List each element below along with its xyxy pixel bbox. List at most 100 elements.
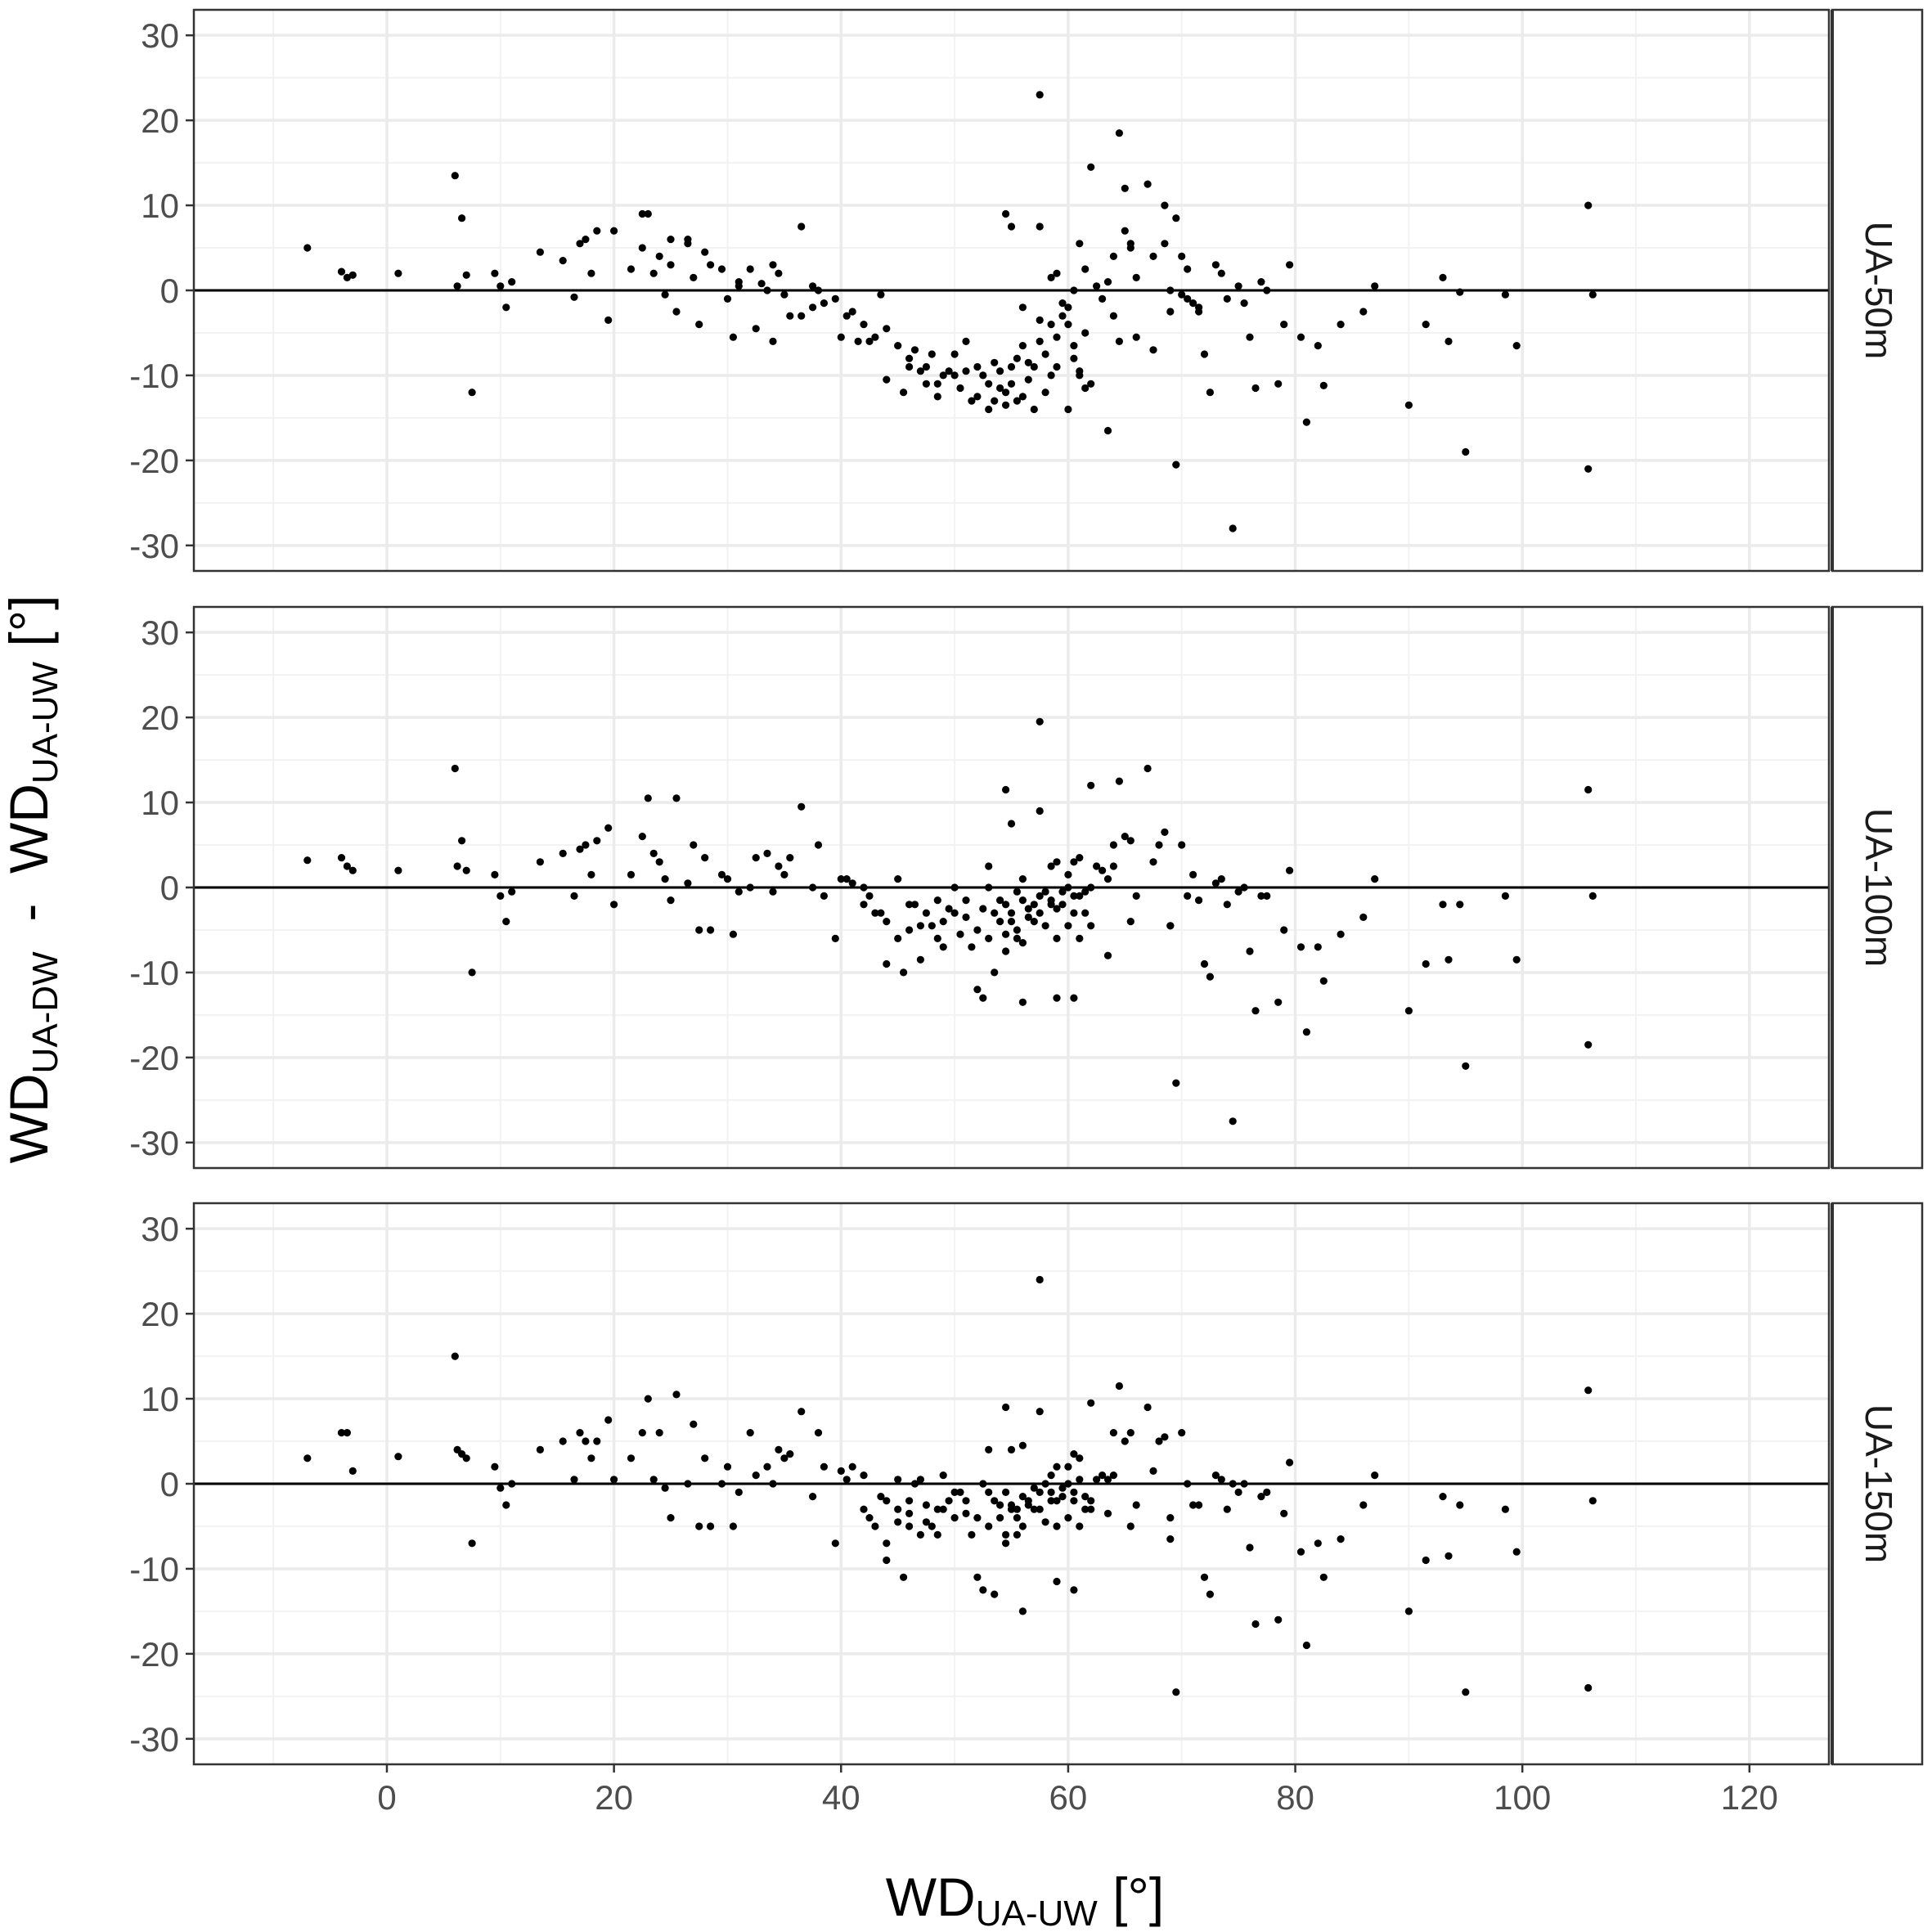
data-point (1081, 265, 1090, 273)
data-point (962, 1509, 970, 1517)
data-point (916, 1530, 924, 1539)
data-point (1013, 397, 1021, 405)
data-point (991, 1497, 999, 1505)
data-point (1302, 418, 1310, 426)
data-point (1109, 1471, 1117, 1480)
data-point (1501, 892, 1509, 900)
data-point (1161, 828, 1169, 837)
data-point (871, 333, 879, 341)
data-point (627, 265, 636, 273)
data-point (1166, 1514, 1175, 1522)
data-point (996, 1501, 1004, 1509)
data-point (1081, 909, 1090, 917)
data-point (1081, 329, 1090, 337)
data-point (1501, 1505, 1509, 1513)
y-tick-label: 20 (141, 699, 179, 737)
data-point (1280, 321, 1288, 329)
data-point (1200, 1573, 1209, 1581)
data-point (1109, 252, 1117, 260)
data-point (1217, 1476, 1225, 1484)
data-point (985, 883, 993, 892)
data-point (502, 1501, 510, 1509)
y-axis-title-sub1: UA-DW (25, 951, 65, 1074)
data-point (775, 862, 783, 870)
data-point (996, 896, 1004, 905)
data-point (1047, 896, 1055, 905)
data-point (809, 883, 817, 892)
data-point (1132, 333, 1140, 341)
data-point (1002, 785, 1010, 794)
data-point (1013, 1505, 1021, 1513)
data-point (1286, 261, 1294, 269)
data-point (536, 858, 545, 866)
data-point (1030, 918, 1038, 926)
data-point (916, 955, 924, 964)
data-point (769, 887, 777, 896)
data-point (1030, 901, 1038, 909)
data-point (1132, 273, 1140, 281)
data-point (900, 389, 908, 397)
data-point (865, 892, 874, 900)
data-point (933, 1530, 941, 1539)
data-point (985, 405, 993, 414)
y-tick-label: -20 (129, 1635, 179, 1674)
data-point (1512, 1548, 1521, 1556)
data-point (883, 325, 891, 333)
data-point (871, 1522, 879, 1530)
data-point (769, 1480, 777, 1488)
data-point (1184, 294, 1192, 303)
data-point (1053, 934, 1061, 942)
y-tick-label: 30 (141, 613, 179, 652)
data-point (1087, 922, 1095, 930)
data-point (1058, 1484, 1067, 1492)
data-point (707, 926, 715, 934)
data-point (1512, 955, 1521, 964)
data-point (655, 1429, 663, 1437)
data-point (1087, 1505, 1095, 1513)
data-point (502, 918, 510, 926)
strip-label: UA-50m (1858, 222, 1900, 360)
data-point (1149, 858, 1157, 866)
data-point (928, 350, 936, 358)
data-point (1093, 862, 1101, 870)
data-point (991, 968, 999, 977)
y-axis-title-sep: - (0, 874, 59, 951)
x-tick-label: 40 (822, 1778, 860, 1817)
data-point (962, 1497, 970, 1505)
strip-label: UA-150m (1858, 1404, 1900, 1563)
data-point (905, 926, 914, 934)
y-tick-label: -20 (129, 1039, 179, 1077)
data-point (1070, 1450, 1078, 1458)
data-point (1319, 977, 1328, 985)
data-point (1041, 1480, 1049, 1488)
data-point (939, 371, 947, 380)
data-point (1070, 892, 1078, 900)
panel-UA-150m: 30 20 10 0 -10 -20 -30 UA-150m (129, 1202, 1924, 1766)
data-point (752, 1471, 760, 1480)
data-point (1359, 308, 1368, 316)
data-point (1064, 405, 1072, 414)
data-point (1439, 273, 1447, 281)
data-point (723, 1462, 732, 1471)
data-point (1030, 405, 1038, 414)
data-point (468, 389, 476, 397)
data-point (905, 1497, 914, 1505)
data-point (576, 845, 584, 853)
data-point (1404, 1007, 1413, 1015)
data-point (394, 866, 402, 874)
x-axis-title-unit: [°] (1098, 1867, 1164, 1927)
data-point (1161, 240, 1169, 248)
data-point (757, 280, 766, 288)
data-point (900, 1573, 908, 1581)
data-point (1076, 1454, 1084, 1462)
data-point (582, 236, 590, 244)
data-point (1234, 1488, 1242, 1496)
data-point (865, 1514, 874, 1522)
data-point (916, 922, 924, 930)
data-point (1178, 252, 1186, 260)
data-point (587, 1454, 595, 1462)
data-point (1047, 1497, 1055, 1505)
data-point (1070, 286, 1078, 294)
data-point (1126, 918, 1134, 926)
data-point (1053, 905, 1061, 913)
